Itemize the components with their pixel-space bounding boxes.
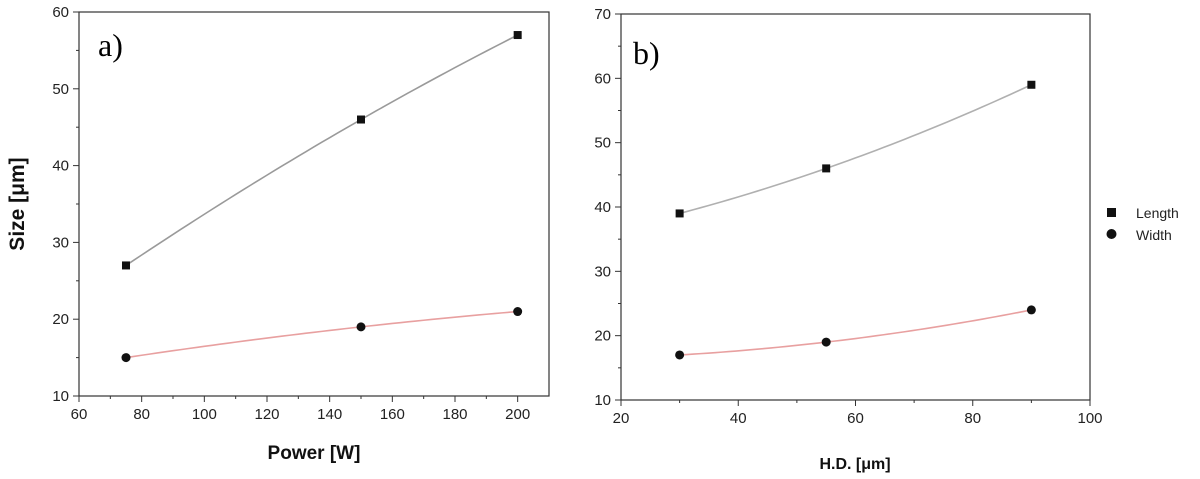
legend-width-label: Width [1136,227,1172,243]
panel-a-frame [78,11,550,397]
panel-a-y-tick-label: 40 [52,158,69,175]
panel-b-length-point [675,209,684,218]
panel-b-width-fit-line [679,309,1032,356]
panel-b-y-tick-label: 40 [594,199,611,216]
panel-b-y-tick-label: 70 [594,6,611,23]
panel-a-x-tick-label: 160 [380,406,405,423]
panel-b-lines [679,84,1032,356]
panel-b-x-tick-label: 100 [1077,410,1102,427]
panel-a-length-point [513,31,522,40]
panel-b-x-tick-label: 40 [730,410,747,427]
panel-a-x-tick-label: 180 [442,406,467,423]
panel-b-length-fit-line [679,84,1032,215]
panel-a: a) 60 80 100 120 140 160 180 200 10 20 30 40 50 60 Po… [6,4,550,464]
legend: Length Width [1106,205,1179,243]
panel-a-y-tick-label: 50 [52,81,69,98]
legend-width-circle-marker [1106,229,1117,239]
panel-a-y-tick-label: 30 [52,234,69,251]
panel-b-length-point [822,164,831,173]
panel-b-y-tick-label: 50 [594,135,611,152]
panel-a-width-point [356,322,366,332]
panel-a-width-fit-line [125,310,518,359]
panel-a-length-point [122,261,130,270]
panel-b-x-axis-title: H.D. [μm] [819,456,890,473]
panel-a-x-tick-label: 100 [192,406,217,423]
panel-a-x-tick-label: 120 [254,406,279,423]
panel-a-x-tick-label: 80 [133,406,150,423]
panel-a-y-tick-label: 20 [52,311,69,328]
panel-a-y-tick-label: 10 [52,388,69,405]
legend-length-label: Length [1136,205,1179,221]
panel-a-lines [125,34,519,359]
panel-b-width-point [1026,305,1036,315]
panel-a-width-point [121,353,131,363]
panel-b-marks [675,80,1036,360]
panel-a-ticks: 60 80 100 120 140 160 180 200 10 20 30 40 50 60 [52,4,530,423]
panel-b-length-point [1027,80,1036,89]
panel-b-frame [620,13,1091,401]
panel-a-label: a) [98,27,123,63]
panel-a-x-tick-label: 60 [71,406,88,423]
panel-b-label: b) [633,35,660,71]
panel-a-length-point [357,115,365,124]
panel-b-x-tick-label: 60 [847,410,864,427]
panel-a-width-point [513,307,523,317]
panel-b-y-tick-label: 20 [594,328,611,345]
panel-b-y-tick-label: 10 [594,392,611,409]
panel-b-width-point [821,337,831,347]
panel-a-x-axis-title: Power [W] [268,443,361,464]
panel-a-length-fit-line [125,34,519,267]
legend-length-square-marker [1107,208,1116,217]
panel-b-x-tick-label: 80 [964,410,981,427]
panel-b-y-tick-label: 30 [594,263,611,280]
panel-a-y-axis-title: Size [μm] [6,157,29,250]
panel-a-x-tick-label: 200 [505,406,530,423]
panel-a-marks [121,31,523,363]
panel-b-x-tick-label: 20 [613,410,630,427]
panel-b-y-tick-label: 60 [594,70,611,87]
panel-b-width-point [675,350,685,360]
panel-a-x-tick-label: 140 [317,406,342,423]
panel-a-y-tick-label: 60 [52,4,69,21]
